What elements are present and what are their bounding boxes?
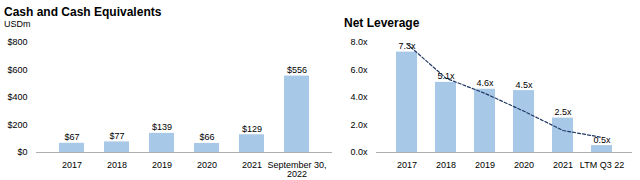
svg-text:September 30,2022: September 30,2022 <box>267 160 326 179</box>
svg-text:4.0x: 4.0x <box>350 92 368 102</box>
svg-text:$600: $600 <box>7 65 27 75</box>
html-text:Cash and Cash Equivalents: Cash and Cash Equivalents <box>4 5 162 19</box>
svg-text:2020: 2020 <box>514 160 534 170</box>
svg-text:0.5x: 0.5x <box>593 135 611 145</box>
html-text:Net Leverage: Net Leverage <box>344 16 420 30</box>
svg-text:6.0x: 6.0x <box>350 65 368 75</box>
svg-text:2018: 2018 <box>436 160 456 170</box>
svg-text:4.5x: 4.5x <box>515 80 533 90</box>
svg-text:$556: $556 <box>287 65 307 75</box>
svg-text:2018: 2018 <box>107 160 127 170</box>
svg-text:2019: 2019 <box>152 160 172 170</box>
svg-text:7.3x: 7.3x <box>398 41 416 51</box>
svg-text:2.0x: 2.0x <box>350 120 368 130</box>
html-text:USDm: USDm <box>4 19 31 29</box>
svg-text:2017: 2017 <box>62 160 82 170</box>
svg-text:$67: $67 <box>64 132 79 142</box>
svg-text:$400: $400 <box>7 92 27 102</box>
svg-text:2021: 2021 <box>242 160 262 170</box>
svg-text:4.6x: 4.6x <box>476 78 494 88</box>
svg-text:$0: $0 <box>17 147 27 157</box>
svg-text:2017: 2017 <box>397 160 417 170</box>
svg-text:$139: $139 <box>152 122 172 132</box>
svg-text:$66: $66 <box>199 132 214 142</box>
svg-text:2020: 2020 <box>197 160 217 170</box>
svg-text:2021: 2021 <box>553 160 573 170</box>
svg-text:0.0x: 0.0x <box>350 147 368 157</box>
svg-text:2.5x: 2.5x <box>554 107 572 117</box>
svg-text:$800: $800 <box>7 37 27 47</box>
svg-text:$200: $200 <box>7 120 27 130</box>
svg-text:5.1x: 5.1x <box>437 71 455 81</box>
svg-text:2019: 2019 <box>475 160 495 170</box>
svg-text:8.0x: 8.0x <box>350 37 368 47</box>
svg-text:$129: $129 <box>242 124 262 134</box>
svg-text:LTM Q3 22: LTM Q3 22 <box>580 160 624 170</box>
svg-text:$77: $77 <box>109 131 124 141</box>
